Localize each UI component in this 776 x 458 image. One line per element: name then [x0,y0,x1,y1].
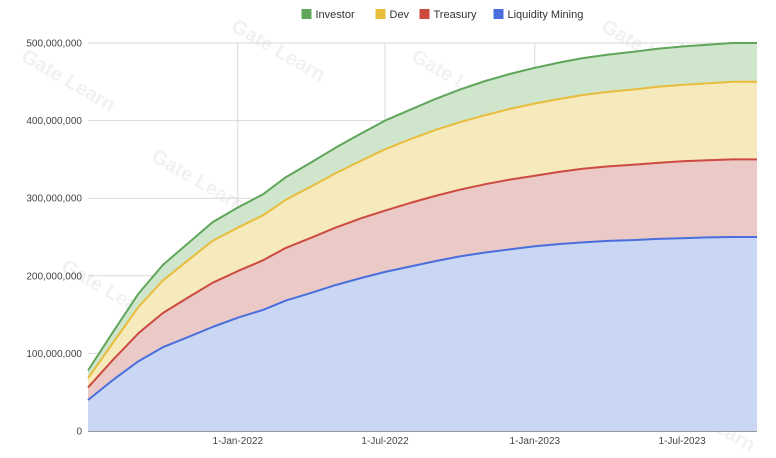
legend-item-liquidity-mining: Liquidity Mining [493,9,584,21]
legend-label: Liquidity Mining [508,9,584,21]
legend-swatch [493,9,504,19]
legend-swatch [301,9,312,19]
y-tick-label: 400,000,000 [26,116,82,127]
x-tick-label: 1-Jul-2022 [361,436,409,447]
area-dev [88,81,757,388]
y-tick-label: 200,000,000 [26,271,82,282]
y-tick-label: 500,000,000 [26,39,82,50]
legend-label: Investor [316,9,355,21]
legend-item-investor: Investor [301,9,355,21]
y-tick-label: 300,000,000 [26,194,82,205]
line-dev [87,80,757,379]
x-tick-label: 1-Jan-2023 [510,436,561,447]
series-lines [87,42,757,401]
area-liquidity-mining [88,237,757,431]
legend-label: Dev [390,9,410,21]
axes: 0 100,000,000 200,000,000 300,000,000 400,00… [26,39,706,448]
y-tick-label: 0 [76,427,82,438]
legend-swatch [375,9,386,19]
legend-label: Treasury [434,9,477,21]
legend-swatch [419,9,430,19]
legend-item-treasury: Treasury [419,9,477,21]
area-investor [88,43,757,379]
line-treasury [87,158,757,389]
legend: Investor Dev Treasury Liquidity Mining [301,9,584,21]
x-tick-label: 1-Jul-2023 [658,436,706,447]
x-tick-label: 1-Jan-2022 [212,436,263,447]
area-treasury [88,159,757,400]
line-liquidity-mining [87,236,757,401]
legend-item-dev: Dev [375,9,410,21]
series-areas [88,43,757,431]
y-tick-label: 100,000,000 [26,349,82,360]
line-investor [87,42,757,372]
